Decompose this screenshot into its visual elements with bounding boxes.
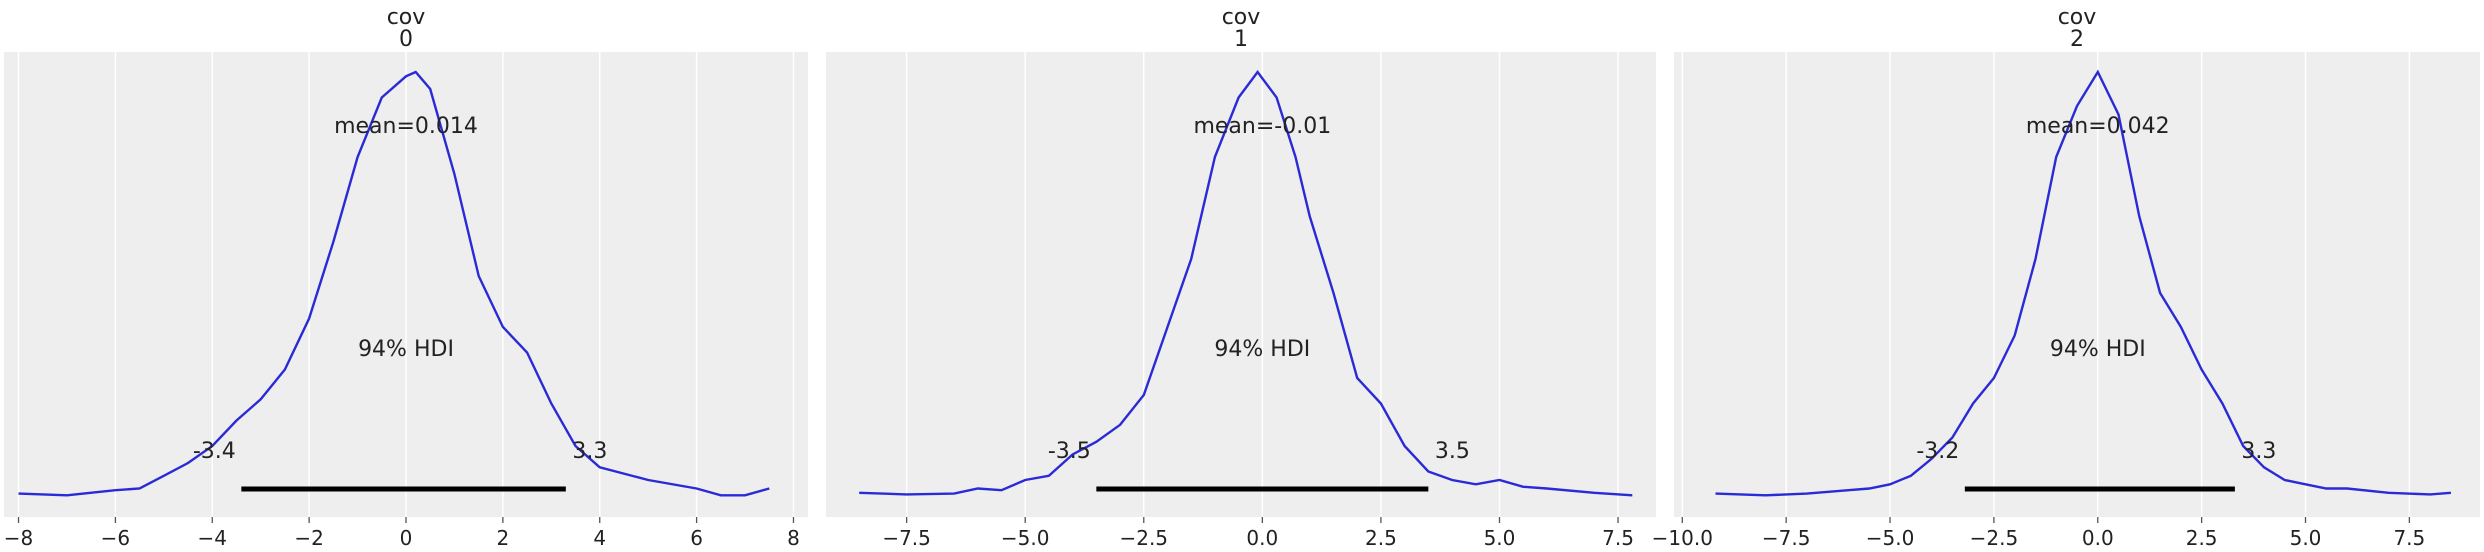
x-tick-label: 7.5 [1602,526,1634,550]
panel-title-var: cov [1222,5,1261,30]
hdi-label: 94% HDI [1214,337,1310,362]
x-tick-label: −2.5 [1119,526,1168,550]
x-tick-label: −8 [4,526,33,550]
x-tick-label: −5.0 [1001,526,1050,550]
x-tick-label: 8 [787,526,800,550]
mean-label: mean=0.042 [2026,114,2170,139]
panel-title-index: 0 [399,27,413,52]
mean-label: mean=0.014 [334,114,478,139]
x-tick-label: 2.5 [1365,526,1397,550]
x-tick-label: 0.0 [1246,526,1278,550]
hdi-low-label: -3.5 [1048,439,1091,464]
hdi-low-label: -3.4 [193,439,236,464]
x-tick-label: 4 [593,526,606,550]
x-tick-label: −5.0 [1866,526,1915,550]
panel-title-var: cov [387,5,426,30]
hdi-high-label: 3.3 [572,439,607,464]
mean-label: mean=-0.01 [1193,114,1331,139]
panel-title-var: cov [2058,5,2097,30]
x-tick-label: 5.0 [2290,526,2322,550]
hdi-low-label: -3.2 [1916,439,1959,464]
x-tick-label: −10.0 [1652,526,1713,550]
density-curve [18,70,770,497]
x-tick-label: −2 [294,526,323,550]
x-tick-label: −2.5 [1970,526,2019,550]
x-tick-label: −7.5 [1762,526,1811,550]
x-tick-label: −6 [101,526,130,550]
hdi-label: 94% HDI [358,337,454,362]
x-tick-label: −4 [198,526,227,550]
panel-title-index: 1 [1234,27,1248,52]
x-tick-label: 6 [690,526,703,550]
x-tick-label: 0.0 [2082,526,2114,550]
plot-area [1674,52,2480,517]
density-curve [859,69,1633,497]
panel-title-index: 2 [2070,27,2084,52]
plot-area [826,52,1656,517]
x-tick-label: 2 [497,526,510,550]
x-tick-label: −7.5 [882,526,931,550]
hdi-label: 94% HDI [2050,337,2146,362]
x-tick-label: 7.5 [2393,526,2425,550]
x-tick-label: 0 [400,526,413,550]
hdi-high-label: 3.3 [2241,439,2276,464]
x-tick-label: 5.0 [1484,526,1516,550]
hdi-high-label: 3.5 [1435,439,1470,464]
x-tick-label: 2.5 [2186,526,2218,550]
density-curve [1715,69,2451,497]
